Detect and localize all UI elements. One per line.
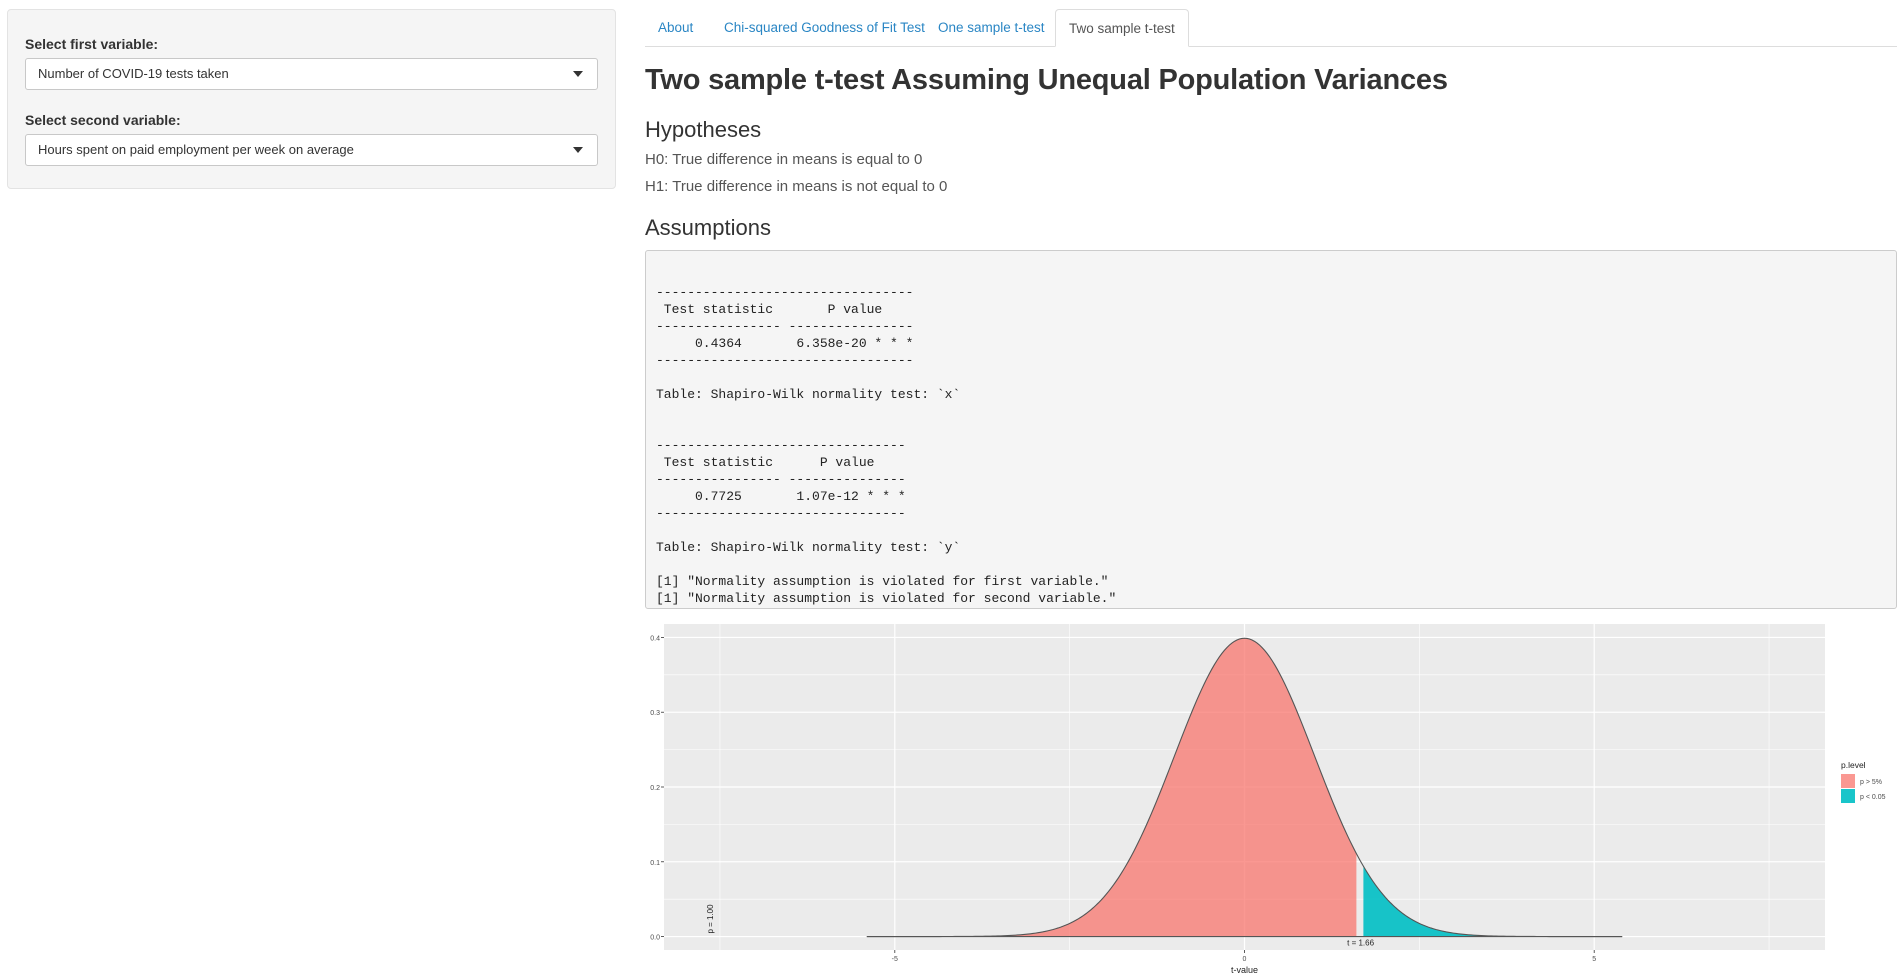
y-axis: 0.0 0.1 0.2 0.3 0.4 (650, 635, 664, 942)
caret-down-icon (573, 71, 583, 77)
p-value-label: p = 1.00 (706, 904, 715, 934)
sidebar-panel: Select first variable: Number of COVID-1… (7, 9, 616, 189)
area-p-above-5pct (866, 638, 1357, 937)
t-statistic-label: t = 1.66 (1347, 939, 1374, 948)
main-panel: About Chi-squared Goodness of Fit Test O… (645, 9, 1897, 609)
first-variable-value: Number of COVID-19 tests taken (38, 66, 229, 81)
t-distribution-plot: 0.0 0.1 0.2 0.3 0.4 -5 0 5 t = 1.66 p = 1.00 t… (650, 624, 1886, 974)
legend-title: p.level (1841, 760, 1866, 770)
x-axis: -5 0 5 (892, 950, 1596, 963)
first-variable-label: Select first variable: (25, 36, 159, 52)
first-variable-select[interactable]: Number of COVID-19 tests taken (25, 58, 598, 90)
second-variable-label: Select second variable: (25, 112, 181, 128)
y-tick-label: 0.2 (650, 785, 660, 792)
tab-bar: About Chi-squared Goodness of Fit Test O… (645, 9, 1897, 47)
legend: p.level p > 5% p < 0.05 (1841, 760, 1886, 803)
x-tick-label: -5 (892, 956, 898, 963)
second-variable-select[interactable]: Hours spent on paid employment per week … (25, 134, 598, 166)
tab-one-sample-t-test[interactable]: One sample t-test (938, 20, 1045, 35)
second-variable-value: Hours spent on paid employment per week … (38, 142, 354, 157)
tab-chi-squared[interactable]: Chi-squared Goodness of Fit Test (724, 20, 925, 35)
area-p-below-005 (1363, 866, 1623, 937)
y-tick-label: 0.0 (650, 935, 660, 942)
page-title: Two sample t-test Assuming Unequal Popul… (645, 64, 1448, 96)
density-curve (866, 637, 1623, 938)
legend-label: p > 5% (1860, 779, 1882, 786)
y-tick-label: 0.3 (650, 710, 660, 717)
y-tick-label: 0.1 (650, 860, 660, 867)
caret-down-icon (573, 147, 583, 153)
tab-about[interactable]: About (658, 20, 694, 35)
assumptions-heading: Assumptions (645, 215, 771, 240)
x-tick-label: 0 (1243, 956, 1247, 963)
tab-two-sample-t-test[interactable]: Two sample t-test (1055, 9, 1189, 47)
hypotheses-heading: Hypotheses (645, 117, 762, 142)
legend-label: p < 0.05 (1860, 794, 1886, 801)
x-axis-title: t-value (1231, 965, 1258, 974)
normality-test-output: --------------------------------- Test s… (645, 250, 1897, 609)
alternative-hypothesis: H1: True difference in means is not equa… (645, 178, 948, 195)
legend-swatch (1841, 789, 1855, 803)
null-hypothesis: H0: True difference in means is equal to… (645, 151, 923, 168)
legend-swatch (1841, 774, 1855, 788)
x-tick-label: 5 (1592, 956, 1596, 963)
y-tick-label: 0.4 (650, 635, 660, 642)
